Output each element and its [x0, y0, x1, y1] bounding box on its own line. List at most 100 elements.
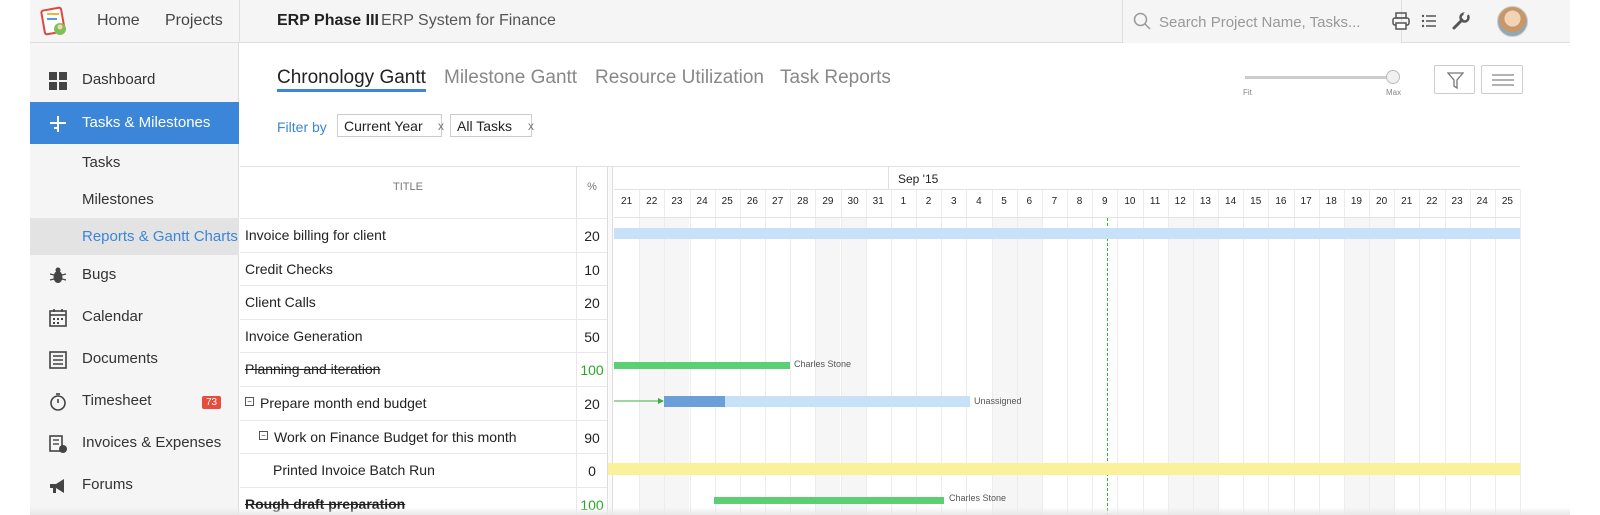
remove-filter-icon[interactable]: x	[528, 119, 534, 133]
filter-button[interactable]	[1434, 65, 1475, 94]
zoom-slider[interactable]: Fit Max	[1243, 70, 1403, 100]
task-title[interactable]: Prepare month end budget	[260, 394, 427, 411]
task-title[interactable]: Invoice billing for client	[245, 227, 386, 243]
day-gridline	[991, 189, 993, 515]
day-gridline	[1419, 189, 1421, 515]
table-row[interactable]: Invoice Generation 50	[240, 318, 607, 353]
month-label: Sep '15	[898, 172, 939, 186]
sidebar-item-documents[interactable]: Documents	[30, 338, 239, 380]
day-label: 9	[1101, 196, 1108, 207]
day-label: 1	[900, 196, 907, 207]
tab-chronology-gantt[interactable]: Chronology Gantt	[277, 67, 426, 92]
day-gridline	[1016, 189, 1018, 515]
day-label: 31	[872, 196, 884, 207]
sidebar-item-forums[interactable]: Forums	[30, 464, 239, 506]
day-label: 24	[696, 196, 708, 207]
tab-task-reports[interactable]: Task Reports	[780, 67, 891, 88]
table-row[interactable]: Planning and iteration 100	[240, 352, 607, 386]
invoice-icon	[49, 435, 67, 453]
bug-icon	[49, 267, 67, 283]
task-title[interactable]: Invoice Generation	[245, 327, 363, 344]
sidebar-subitem-milestones[interactable]: Milestones	[30, 181, 239, 218]
task-title[interactable]: Work on Finance Budget for this month	[274, 428, 517, 445]
day-label: 28	[797, 196, 809, 207]
search-input[interactable]	[1159, 10, 1394, 34]
today-marker	[1107, 218, 1108, 515]
sidebar-item-dashboard[interactable]: Dashboard	[30, 59, 239, 101]
filter-chip-current-year[interactable]: Current Year x	[337, 114, 444, 137]
sidebar-item-calendar[interactable]: Calendar	[30, 296, 239, 338]
sidebar-item-label: Invoices & Expenses	[82, 434, 222, 451]
title-column-header[interactable]: TITLE	[393, 181, 423, 193]
filter-chip-all-tasks[interactable]: All Tasks x	[450, 114, 534, 137]
task-title[interactable]: Planning and iteration	[245, 361, 381, 378]
day-label: 3	[950, 196, 957, 207]
pane-splitter[interactable]	[607, 167, 613, 515]
gantt-timeline: Sep '15 21 22 23 24 25 26 27 28 29 30 31 1 2 3 4 5 6 7 8 9 1…	[608, 167, 1521, 515]
task-title[interactable]: Printed Invoice Batch Run	[273, 462, 435, 479]
task-title[interactable]: Client Calls	[245, 294, 316, 311]
day-gridline	[865, 189, 867, 515]
tab-resource-utilization[interactable]: Resource Utilization	[595, 67, 764, 88]
search-box	[1122, 0, 1402, 43]
sidebar-item-bugs[interactable]: Bugs	[30, 254, 239, 296]
sidebar-item-label: Calendar	[82, 308, 143, 325]
remove-filter-icon[interactable]: x	[438, 119, 444, 133]
collapse-icon[interactable]: −	[245, 396, 254, 406]
sidebar-item-timesheet[interactable]: Timesheet 73	[30, 380, 239, 422]
page-bottom-shade	[30, 507, 1570, 515]
table-row[interactable]: Invoice billing for client 20	[240, 218, 607, 252]
project-name[interactable]: ERP Phase III	[277, 12, 379, 29]
table-row[interactable]: Credit Checks 10	[240, 251, 607, 286]
day-label: 20	[1376, 196, 1388, 207]
task-bar[interactable]	[614, 228, 1520, 239]
day-gridline	[916, 189, 917, 515]
day-label: 2	[925, 196, 932, 207]
day-gridline	[689, 189, 691, 515]
list-icon[interactable]	[1419, 11, 1439, 31]
sidebar-item-label: Reports & Gantt Charts	[82, 228, 238, 245]
sidebar-item-invoices-expenses[interactable]: Invoices & Expenses	[30, 422, 239, 464]
task-percent: 10	[576, 252, 607, 286]
sidebar-subitem-reports-gantt[interactable]: Reports & Gantt Charts	[30, 218, 239, 255]
table-row[interactable]: Client Calls 20	[240, 285, 607, 319]
day-gridline	[966, 189, 968, 515]
collapse-icon[interactable]: −	[259, 430, 268, 440]
user-avatar[interactable]	[1497, 6, 1528, 37]
percent-column-header[interactable]: %	[576, 167, 607, 218]
nav-home-link[interactable]: Home	[97, 12, 140, 29]
bar-owner-label: Unassigned	[974, 396, 1022, 406]
task-bar[interactable]	[608, 463, 1520, 475]
day-gridline	[1268, 189, 1270, 515]
day-gridline	[1369, 189, 1370, 515]
tab-milestone-gantt[interactable]: Milestone Gantt	[444, 67, 578, 88]
sidebar-item-label: Tasks & Milestones	[82, 114, 211, 131]
table-row[interactable]: − Work on Finance Budget for this month …	[240, 419, 607, 454]
task-bar[interactable]	[664, 396, 970, 407]
zoom-min-label: Fit	[1243, 88, 1252, 97]
sidebar-item-label: Bugs	[82, 266, 117, 283]
timesheet-count-badge: 73	[202, 396, 222, 409]
task-bar[interactable]	[614, 362, 790, 369]
day-label: 12	[1174, 196, 1186, 207]
day-gridline	[765, 189, 766, 515]
table-row[interactable]: Printed Invoice Batch Run 0	[240, 453, 607, 487]
day-label: 16	[1275, 196, 1287, 207]
month-divider	[888, 167, 889, 189]
zoom-slider-handle[interactable]	[1386, 70, 1400, 84]
sidebar-subitem-tasks[interactable]: Tasks	[30, 144, 239, 181]
app-logo-icon[interactable]	[40, 6, 70, 38]
task-bar[interactable]	[714, 497, 944, 504]
task-title[interactable]: Credit Checks	[245, 260, 333, 277]
nav-projects-link[interactable]: Projects	[165, 12, 223, 29]
sidebar-item-tasks-milestones[interactable]: Tasks & Milestones	[30, 102, 239, 144]
day-label: 15	[1250, 196, 1262, 207]
gantt-chart: TITLE % Invoice billing for client 20 Cr…	[240, 166, 1521, 515]
menu-button[interactable]	[1481, 65, 1523, 94]
task-percent: 20	[576, 386, 607, 420]
wrench-icon[interactable]	[1451, 11, 1471, 31]
print-icon[interactable]	[1391, 11, 1411, 31]
day-gridline	[1469, 189, 1471, 515]
table-row[interactable]: − Prepare month end budget 20	[240, 385, 607, 420]
day-label: 11	[1149, 196, 1161, 207]
